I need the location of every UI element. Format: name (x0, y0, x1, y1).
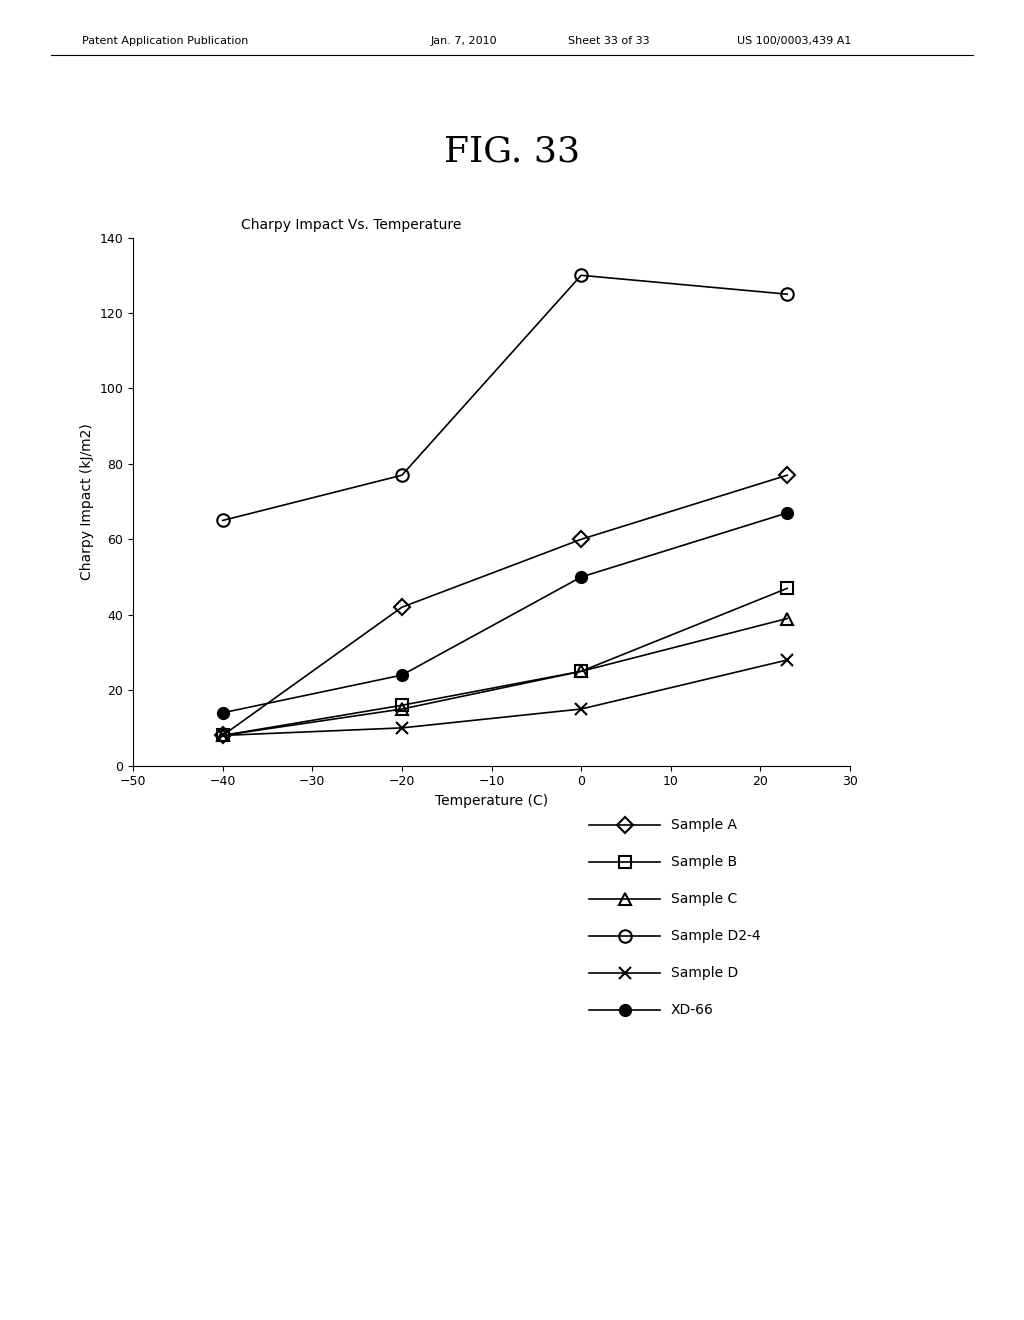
X-axis label: Temperature (C): Temperature (C) (435, 793, 548, 808)
Text: Sample D: Sample D (671, 966, 738, 979)
Text: Charpy Impact Vs. Temperature: Charpy Impact Vs. Temperature (241, 218, 461, 232)
Text: Sample B: Sample B (671, 855, 737, 869)
Y-axis label: Charpy Impact (kJ/m2): Charpy Impact (kJ/m2) (80, 424, 94, 579)
Text: Sample C: Sample C (671, 892, 737, 906)
Text: US 100/0003,439 A1: US 100/0003,439 A1 (737, 36, 852, 46)
Text: FIG. 33: FIG. 33 (444, 135, 580, 169)
Text: Sample A: Sample A (671, 818, 736, 832)
Text: XD-66: XD-66 (671, 1003, 714, 1016)
Text: Jan. 7, 2010: Jan. 7, 2010 (430, 36, 497, 46)
Text: Sheet 33 of 33: Sheet 33 of 33 (568, 36, 650, 46)
Text: Patent Application Publication: Patent Application Publication (82, 36, 248, 46)
Text: Sample D2-4: Sample D2-4 (671, 929, 761, 942)
